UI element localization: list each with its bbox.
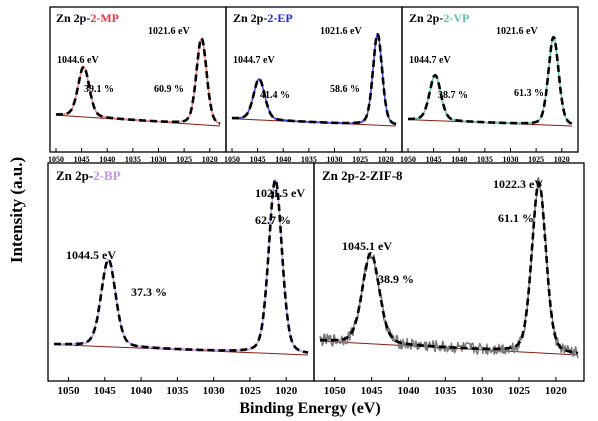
peak-area-label: 60.9 % (154, 84, 184, 95)
peak-area-label: 37.3 % (131, 285, 167, 299)
x-tick-label: 1045 (426, 155, 442, 164)
panel-2-mp: 1050 1045 1040 1035 1030 1025 1020 Zn 2p-2-MP 10… (48, 6, 227, 164)
panel-frame (49, 6, 227, 153)
panel-title: Zn 2p-2-EP (233, 11, 293, 25)
x-tick-label: 1045 (250, 155, 266, 164)
panel-title-sample: 2-VP (443, 11, 469, 25)
fitted-envelope (319, 181, 579, 355)
x-tick-label: 1035 (166, 385, 189, 397)
x-tick-label: 1030 (203, 385, 226, 397)
x-tick-label: 1025 (352, 155, 368, 164)
fitted-envelope (231, 32, 397, 126)
x-tick-label: 1020 (378, 155, 394, 164)
x-tick-label: 1040 (130, 385, 153, 397)
x-tick-label: 1030 (327, 155, 343, 164)
peak-energy-label: 1044.6 eV (57, 55, 99, 66)
x-tick-label: 1035 (301, 155, 317, 164)
panel-2-bp: 1050 1045 1040 1035 1030 1025 1020 Zn 2p-2-BP 10… (47, 162, 315, 397)
peak-area-label: 38.7 % (438, 90, 468, 101)
panel-title-prefix: Zn 2p- (56, 168, 93, 183)
peak-area-label: 61.3 % (514, 88, 544, 99)
y-axis-label: Intensity (a.u.) (7, 157, 26, 263)
panel-title: Zn 2p-2-MP (56, 11, 119, 25)
peak-area-label: 41.4 % (260, 90, 290, 101)
peak-area-label: 62.7 % (255, 213, 291, 227)
peak-energy-label: 1021.5 eV (255, 186, 305, 200)
fitted-envelope (407, 35, 573, 125)
peak-area-label: 61.1 % (498, 211, 534, 225)
x-tick-label: 1025 (528, 155, 544, 164)
x-tick-label: 1050 (58, 385, 81, 397)
peak-area-label: 39.1 % (84, 84, 114, 95)
x-tick-label: 1020 (554, 155, 570, 164)
panel-2-ep: 1050 1045 1040 1035 1030 1025 1020 Zn 2p-2-EP 10… (224, 6, 403, 164)
peak-area-label: 58.6 % (330, 84, 360, 95)
panel-title-sample: 2-MP (90, 11, 119, 25)
peak-energy-label: 1021.6 eV (496, 26, 538, 37)
x-tick-label: 1040 (451, 155, 467, 164)
x-tick-label: 1035 (125, 155, 141, 164)
panel-frame (401, 6, 579, 153)
fitted-envelope (55, 37, 221, 125)
peak-energy-label: 1021.6 eV (320, 26, 362, 37)
panel-2-zif-8: 1050 1045 1040 1035 1030 1025 1020 Zn 2p-2-ZIF-… (313, 162, 585, 397)
peak-energy-label: 1021.6 eV (148, 26, 190, 37)
panel-title: Zn 2p-2-BP (56, 168, 121, 183)
x-tick-label: 1020 (202, 155, 218, 164)
peak-energy-label: 1022.3 eV (493, 177, 543, 191)
peak-area-label: 38.9 % (378, 272, 414, 286)
experimental-spectrum (231, 33, 397, 126)
experimental-spectrum (319, 176, 579, 359)
x-tick-label: 1050 (400, 155, 416, 164)
x-tick-label: 1050 (48, 155, 64, 164)
x-axis-label: Binding Energy (eV) (239, 400, 380, 417)
x-tick-label: 1025 (176, 155, 192, 164)
peak-energy-label: 1044.7 eV (409, 55, 451, 66)
panel-title-prefix: Zn 2p- (322, 168, 359, 183)
x-tick-label: 1040 (275, 155, 291, 164)
fitted-envelope (53, 178, 309, 354)
peak-energy-label: 1044.5 eV (66, 248, 116, 262)
x-tick-label: 1020 (545, 385, 568, 397)
x-tick-label: 1040 (397, 385, 420, 397)
panel-title: Zn 2p-2-ZIF-8 (322, 168, 403, 183)
peak-energy-label: 1045.1 eV (342, 239, 392, 253)
x-tick-label: 1035 (477, 155, 493, 164)
panel-2-vp: 1050 1045 1040 1035 1030 1025 1020 Zn 2p-2-VP 10… (400, 6, 579, 164)
x-tick-label: 1045 (361, 385, 384, 397)
x-tick-label: 1045 (94, 385, 117, 397)
panel-title-prefix: Zn 2p- (56, 11, 90, 25)
panel-title-prefix: Zn 2p- (233, 11, 267, 25)
x-tick-label: 1030 (151, 155, 167, 164)
x-tick-label: 1030 (503, 155, 519, 164)
panel-frame (313, 162, 585, 382)
panel-title-sample: 2-EP (267, 11, 292, 25)
panel-title-sample: 2-ZIF-8 (359, 168, 403, 183)
peak-energy-label: 1044.7 eV (233, 55, 275, 66)
x-tick-label: 1035 (434, 385, 457, 397)
experimental-spectrum (53, 179, 309, 354)
panel-title-sample: 2-BP (93, 168, 121, 183)
x-tick-label: 1025 (508, 385, 531, 397)
x-tick-label: 1025 (239, 385, 262, 397)
x-tick-label: 1040 (99, 155, 115, 164)
x-tick-label: 1020 (275, 385, 298, 397)
panel-title-prefix: Zn 2p- (409, 11, 443, 25)
x-tick-label: 1050 (324, 385, 347, 397)
x-tick-label: 1045 (74, 155, 90, 164)
panel-frame (225, 6, 403, 153)
x-tick-label: 1050 (224, 155, 240, 164)
panel-title: Zn 2p-2-VP (409, 11, 469, 25)
x-tick-label: 1030 (471, 385, 494, 397)
